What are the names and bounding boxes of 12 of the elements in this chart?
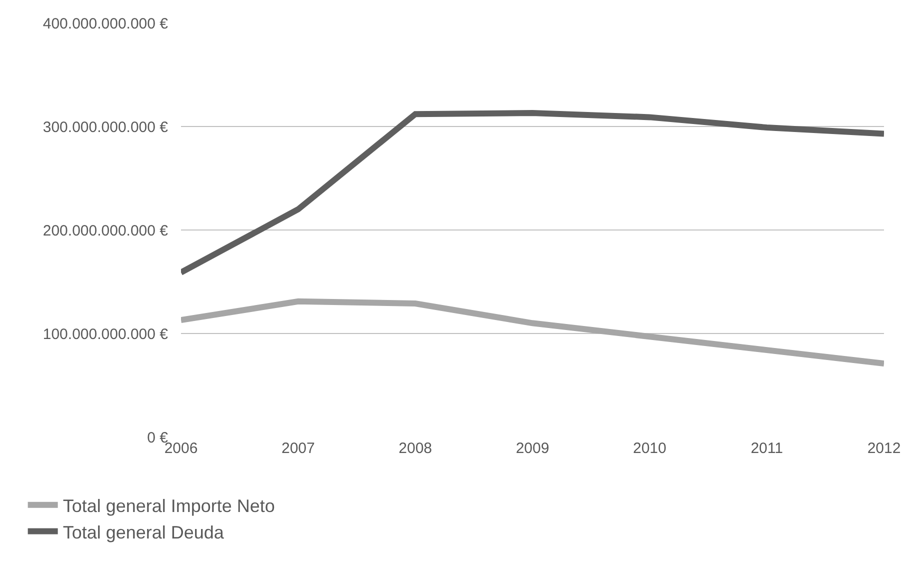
x-tick-label: 2010 bbox=[632, 440, 666, 457]
x-tick-label: 2012 bbox=[867, 440, 901, 457]
y-tick-label: 200.000.000.000 € bbox=[42, 222, 169, 240]
x-tick-label: 2011 bbox=[750, 440, 783, 457]
x-tick-label: 2008 bbox=[398, 440, 432, 457]
x-tick-label: 2007 bbox=[281, 440, 315, 457]
y-tick-label: 400.000.000.000 € bbox=[42, 15, 169, 32]
x-tick-label: 2009 bbox=[516, 440, 550, 457]
y-tick-label: 300.000.000.000 € bbox=[42, 118, 169, 136]
legend-label: Total general Deuda bbox=[62, 522, 225, 542]
legend-label: Total general Importe Neto bbox=[62, 496, 275, 516]
y-tick-label: 100.000.000.000 € bbox=[42, 326, 169, 343]
